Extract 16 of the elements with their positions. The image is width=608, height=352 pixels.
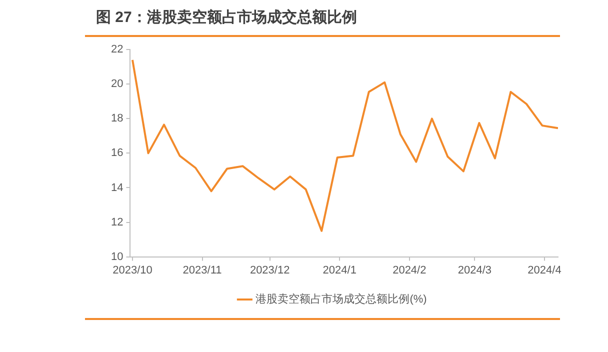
x-tick-label: 2023/12: [250, 264, 290, 276]
x-tick-label: 2023/11: [182, 264, 222, 276]
y-tick-label: 12: [110, 216, 124, 228]
x-tick-label: 2024/1: [322, 264, 356, 276]
y-tick-label: 14: [110, 182, 124, 194]
y-tick-label: 18: [110, 112, 124, 125]
y-tick-label: 10: [110, 250, 124, 263]
y-tick-label: 16: [110, 147, 124, 160]
chart-title: 图 27：港股卖空额占市场成交总额比例: [96, 8, 357, 27]
legend-label: 港股卖空额占市场成交总额比例(%): [256, 292, 427, 306]
y-tick-label: 22: [110, 44, 124, 56]
x-tick-label: 2024/3: [458, 264, 492, 276]
x-tick-label: 2023/10: [112, 264, 152, 276]
x-tick-label: 2024/2: [392, 264, 426, 276]
x-tick-label: 2024/4: [528, 264, 562, 276]
y-tick-label: 20: [110, 78, 124, 90]
